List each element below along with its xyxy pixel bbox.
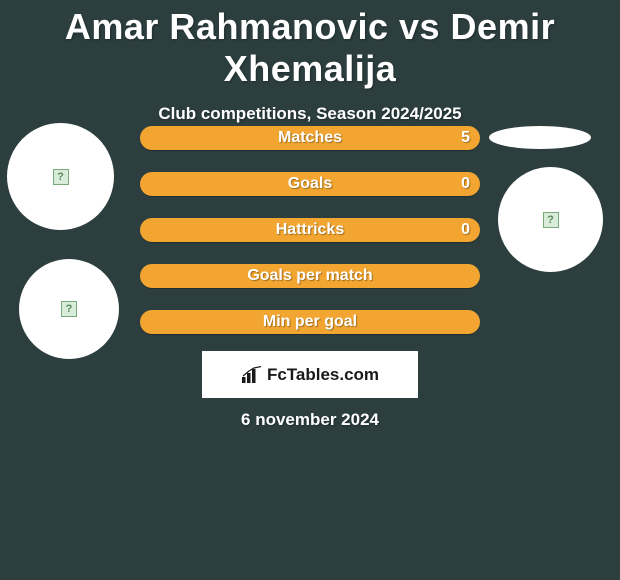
stat-bar-label: Matches — [140, 129, 480, 147]
stat-bar: Matches5 — [140, 126, 480, 150]
footer-date: 6 november 2024 — [0, 410, 620, 430]
stat-bar-label: Goals — [140, 175, 480, 193]
page-title: Amar Rahmanovic vs Demir Xhemalija — [0, 0, 620, 90]
stat-bar-label: Goals per match — [140, 267, 480, 285]
player-avatar-left-2: ? — [19, 259, 119, 359]
stat-bar-right-value: 0 — [461, 221, 470, 239]
page-subtitle: Club competitions, Season 2024/2025 — [0, 104, 620, 124]
decorative-ellipse — [489, 126, 591, 149]
stats-bars: Matches5Goals0Hattricks0Goals per matchM… — [140, 126, 480, 356]
image-placeholder-icon: ? — [61, 301, 77, 317]
stat-bar-right-value: 5 — [461, 129, 470, 147]
stat-bar: Goals0 — [140, 172, 480, 196]
stat-bar: Hattricks0 — [140, 218, 480, 242]
stat-bar-label: Hattricks — [140, 221, 480, 239]
stat-bar-right-value: 0 — [461, 175, 470, 193]
bars-chart-icon — [241, 366, 263, 384]
image-placeholder-icon: ? — [53, 169, 69, 185]
player-avatar-left-1: ? — [7, 123, 114, 230]
brand-box: FcTables.com — [202, 351, 418, 398]
player-avatar-right-1: ? — [498, 167, 603, 272]
stat-bar: Min per goal — [140, 310, 480, 334]
stat-bar: Goals per match — [140, 264, 480, 288]
brand-text: FcTables.com — [267, 365, 379, 385]
stat-bar-label: Min per goal — [140, 313, 480, 331]
image-placeholder-icon: ? — [543, 212, 559, 228]
